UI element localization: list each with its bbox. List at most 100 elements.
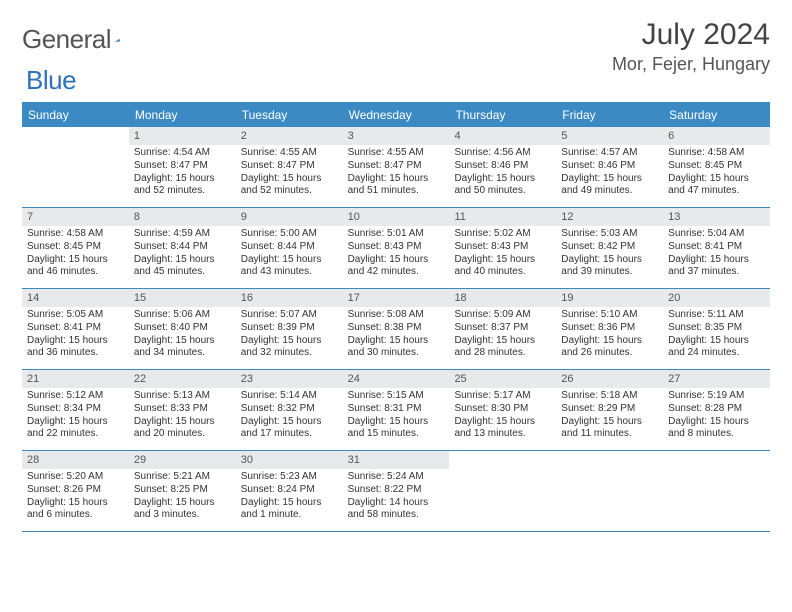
weekday-header: Sunday Monday Tuesday Wednesday Thursday… (22, 104, 770, 127)
day-cell: 12Sunrise: 5:03 AMSunset: 8:42 PMDayligh… (556, 208, 663, 288)
weekday-wed: Wednesday (343, 104, 450, 127)
day-detail-line: Sunset: 8:45 PM (27, 241, 125, 254)
day-cell: 16 Sunrise: 5:07 AMSunset: 8:39 PMDayligh… (236, 289, 343, 369)
day-detail-line: Daylight: 15 hours and 50 minutes. (454, 173, 552, 199)
day-number: 31 (343, 451, 450, 469)
day-cell (22, 127, 129, 207)
day-number: 16 (236, 289, 343, 307)
day-number: 26 (556, 370, 663, 388)
day-detail-line: Daylight: 15 hours and 45 minutes. (134, 254, 232, 280)
day-detail-line: Sunrise: 5:20 AM (27, 471, 125, 484)
day-number: 27 (663, 370, 770, 388)
day-detail-line: Daylight: 15 hours and 52 minutes. (241, 173, 339, 199)
day-detail-line: Sunrise: 5:07 AM (241, 309, 339, 322)
weekday-thu: Thursday (449, 104, 556, 127)
day-detail-line: Sunrise: 5:03 AM (561, 228, 659, 241)
week-row: 14Sunrise: 5:05 AMSunset: 8:41 PMDayligh… (22, 289, 770, 370)
day-number: 17 (343, 289, 450, 307)
day-detail-line: Sunrise: 4:55 AM (241, 147, 339, 160)
weekday-mon: Monday (129, 104, 236, 127)
day-detail-line: Daylight: 15 hours and 20 minutes. (134, 416, 232, 442)
day-detail-line: Sunrise: 5:14 AM (241, 390, 339, 403)
day-cell: 7Sunrise: 4:58 AMSunset: 8:45 PMDaylight… (22, 208, 129, 288)
day-detail-line: Sunset: 8:46 PM (454, 160, 552, 173)
day-detail-line: Sunset: 8:41 PM (668, 241, 766, 254)
day-detail-line: Daylight: 15 hours and 43 minutes. (241, 254, 339, 280)
day-detail-line: Sunrise: 4:58 AM (668, 147, 766, 160)
day-cell: 4 Sunrise: 4:56 AMSunset: 8:46 PMDaylight… (449, 127, 556, 207)
day-detail-line: Sunset: 8:36 PM (561, 322, 659, 335)
day-detail-line: Sunrise: 5:18 AM (561, 390, 659, 403)
day-number: 13 (663, 208, 770, 226)
day-detail-line: Daylight: 15 hours and 17 minutes. (241, 416, 339, 442)
day-cell: 13Sunrise: 5:04 AMSunset: 8:41 PMDayligh… (663, 208, 770, 288)
day-cell: 8Sunrise: 4:59 AMSunset: 8:44 PMDaylight… (129, 208, 236, 288)
day-detail-line: Daylight: 15 hours and 40 minutes. (454, 254, 552, 280)
day-detail-line: Sunrise: 5:12 AM (27, 390, 125, 403)
day-detail-line: Sunrise: 4:56 AM (454, 147, 552, 160)
day-detail-line: Daylight: 15 hours and 28 minutes. (454, 335, 552, 361)
weekday-fri: Friday (556, 104, 663, 127)
day-cell: 11Sunrise: 5:02 AMSunset: 8:43 PMDayligh… (449, 208, 556, 288)
day-detail-line: Daylight: 15 hours and 36 minutes. (27, 335, 125, 361)
day-detail-line: Daylight: 15 hours and 8 minutes. (668, 416, 766, 442)
day-detail-line: Sunrise: 5:08 AM (348, 309, 446, 322)
day-detail-line: Sunset: 8:28 PM (668, 403, 766, 416)
day-cell: 25Sunrise: 5:17 AMSunset: 8:30 PMDayligh… (449, 370, 556, 450)
day-detail-line: Daylight: 15 hours and 47 minutes. (668, 173, 766, 199)
day-detail-line: Sunset: 8:47 PM (241, 160, 339, 173)
day-detail-line: Sunrise: 5:11 AM (668, 309, 766, 322)
weekday-sat: Saturday (663, 104, 770, 127)
day-detail-line: Daylight: 15 hours and 32 minutes. (241, 335, 339, 361)
day-number: 29 (129, 451, 236, 469)
day-detail-line: Sunrise: 5:06 AM (134, 309, 232, 322)
day-cell: 22Sunrise: 5:13 AMSunset: 8:33 PMDayligh… (129, 370, 236, 450)
day-cell: 14Sunrise: 5:05 AMSunset: 8:41 PMDayligh… (22, 289, 129, 369)
day-cell: 27 Sunrise: 5:19 AMSunset: 8:28 PMDayligh… (663, 370, 770, 450)
day-detail-line: Daylight: 15 hours and 42 minutes. (348, 254, 446, 280)
day-detail-line: Daylight: 15 hours and 24 minutes. (668, 335, 766, 361)
day-detail-line: Daylight: 15 hours and 51 minutes. (348, 173, 446, 199)
day-detail-line: Daylight: 15 hours and 22 minutes. (27, 416, 125, 442)
day-cell: 20Sunrise: 5:11 AMSunset: 8:35 PMDayligh… (663, 289, 770, 369)
day-detail-line: Sunset: 8:39 PM (241, 322, 339, 335)
day-number: 15 (129, 289, 236, 307)
day-cell: 2Sunrise: 4:55 AMSunset: 8:47 PMDaylight… (236, 127, 343, 207)
day-detail-line: Sunset: 8:43 PM (348, 241, 446, 254)
day-cell: 9Sunrise: 5:00 AMSunset: 8:44 PMDaylight… (236, 208, 343, 288)
day-cell: 30Sunrise: 5:23 AMSunset: 8:24 PMDayligh… (236, 451, 343, 531)
day-detail-line: Sunrise: 5:24 AM (348, 471, 446, 484)
day-cell: 21 Sunrise: 5:12 AMSunset: 8:34 PMDayligh… (22, 370, 129, 450)
day-detail-line: Daylight: 15 hours and 11 minutes. (561, 416, 659, 442)
day-number: 4 (449, 127, 556, 145)
day-number: 22 (129, 370, 236, 388)
weekday-tue: Tuesday (236, 104, 343, 127)
day-detail-line: Sunset: 8:26 PM (27, 484, 125, 497)
logo-text-2: Blue (26, 65, 76, 96)
day-number: 9 (236, 208, 343, 226)
day-detail-line: Sunrise: 5:00 AM (241, 228, 339, 241)
day-detail-line: Sunrise: 4:55 AM (348, 147, 446, 160)
day-detail-line: Sunrise: 5:09 AM (454, 309, 552, 322)
day-detail-line: Sunrise: 5:19 AM (668, 390, 766, 403)
day-detail-line: Sunrise: 5:10 AM (561, 309, 659, 322)
day-detail-line: Daylight: 15 hours and 46 minutes. (27, 254, 125, 280)
day-detail-line: Sunset: 8:30 PM (454, 403, 552, 416)
day-detail-line: Sunrise: 5:01 AM (348, 228, 446, 241)
day-detail-line: Sunrise: 5:05 AM (27, 309, 125, 322)
day-number: 20 (663, 289, 770, 307)
title-month: July 2024 (612, 18, 770, 52)
weeks-container: 1Sunrise: 4:54 AMSunset: 8:47 PMDaylight… (22, 127, 770, 532)
week-row: 28Sunrise: 5:20 AMSunset: 8:26 PMDayligh… (22, 451, 770, 532)
day-number: 25 (449, 370, 556, 388)
day-detail-line: Sunset: 8:44 PM (134, 241, 232, 254)
day-number: 5 (556, 127, 663, 145)
day-number: 21 (22, 370, 129, 388)
day-cell: 24Sunrise: 5:15 AMSunset: 8:31 PMDayligh… (343, 370, 450, 450)
day-detail-line: Sunrise: 4:58 AM (27, 228, 125, 241)
day-detail-line: Sunset: 8:46 PM (561, 160, 659, 173)
day-detail-line: Sunrise: 4:59 AM (134, 228, 232, 241)
day-detail-line: Daylight: 15 hours and 34 minutes. (134, 335, 232, 361)
day-detail-line: Sunset: 8:34 PM (27, 403, 125, 416)
week-row: 7Sunrise: 4:58 AMSunset: 8:45 PMDaylight… (22, 208, 770, 289)
